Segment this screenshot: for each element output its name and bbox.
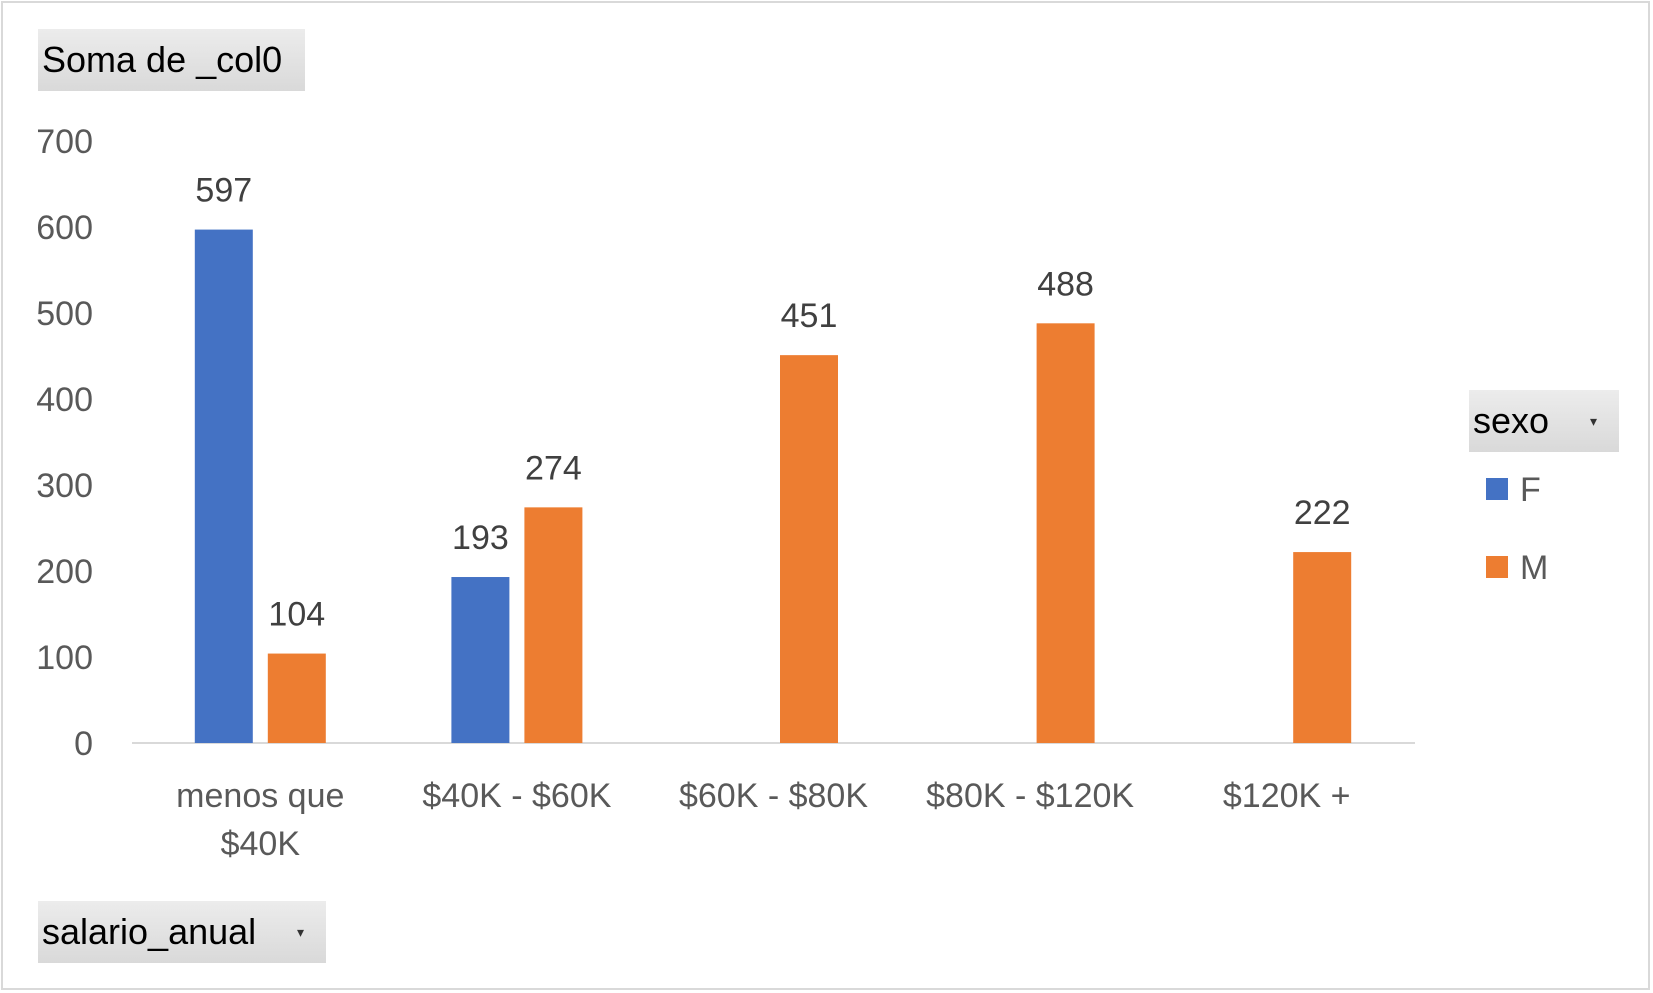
legend-label: F: [1520, 471, 1541, 509]
bar-m-3[interactable]: [1036, 323, 1095, 743]
data-label: 274: [525, 449, 582, 487]
row-field-button[interactable]: salario_anual ▾: [38, 901, 326, 963]
legend-field-button[interactable]: sexo ▾: [1469, 390, 1619, 452]
x-tick-label: menos que: [176, 777, 344, 815]
data-label: 597: [195, 172, 252, 210]
legend-swatch: [1486, 478, 1508, 501]
row-dropdown-icon[interactable]: ▾: [296, 924, 304, 940]
y-tick-label: 500: [36, 295, 93, 333]
data-label: 488: [1037, 265, 1094, 303]
x-tick-label: $40K - $60K: [422, 777, 611, 815]
data-label: 193: [452, 519, 509, 557]
y-tick-label: 100: [36, 639, 93, 677]
data-label: 451: [781, 297, 838, 335]
bar-m-2[interactable]: [780, 355, 838, 743]
x-tick-label: $120K +: [1223, 777, 1351, 815]
y-tick-label: 300: [36, 467, 93, 505]
row-field-label: salario_anual: [42, 911, 257, 952]
legend-field-label: sexo: [1473, 400, 1550, 441]
bar-f-1[interactable]: [451, 577, 510, 743]
data-label: 222: [1294, 494, 1351, 532]
legend-dropdown-icon[interactable]: ▾: [1589, 413, 1597, 429]
y-tick-label: 200: [36, 553, 93, 591]
bar-m-4[interactable]: [1293, 552, 1352, 743]
legend-label: M: [1520, 549, 1549, 587]
value-field-label: Soma de _col0: [42, 39, 283, 80]
x-tick-label: $40K: [221, 825, 301, 863]
legend-item-m[interactable]: M: [1486, 548, 1548, 588]
legend-item-f[interactable]: F: [1486, 470, 1541, 510]
y-tick-label: 400: [36, 381, 93, 419]
bar-f-0[interactable]: [194, 229, 253, 743]
bar-m-0[interactable]: [267, 653, 326, 743]
bar-m-1[interactable]: [524, 507, 583, 743]
y-tick-label: 700: [36, 123, 93, 161]
value-field-button[interactable]: Soma de _col0: [38, 29, 305, 91]
y-tick-label: 600: [36, 209, 93, 247]
y-tick-label: 0: [74, 725, 93, 763]
x-tick-label: $80K - $120K: [926, 777, 1134, 815]
data-label: 104: [268, 596, 325, 634]
legend-swatch: [1486, 556, 1508, 579]
x-tick-label: $60K - $80K: [679, 777, 868, 815]
